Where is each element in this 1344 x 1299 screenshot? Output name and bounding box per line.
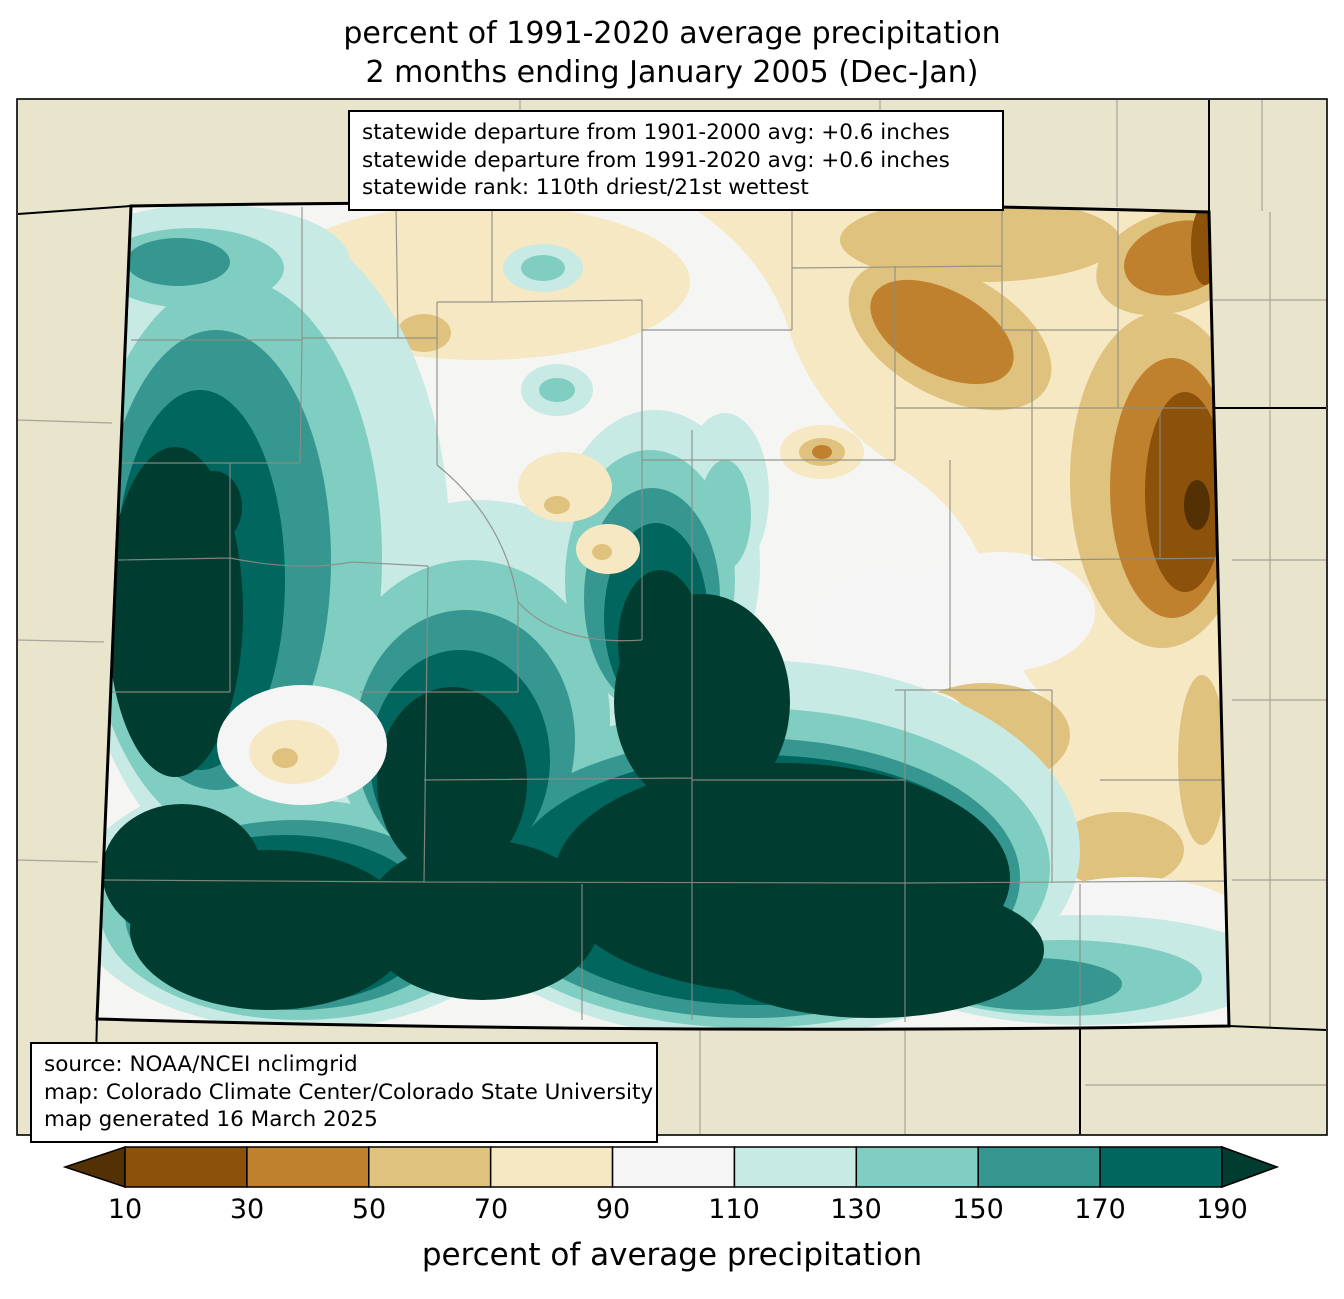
colorbar-segment [246,1146,370,1188]
county-lines [103,206,1227,1026]
stats-line-1: statewide departure from 1901-2000 avg: … [362,120,950,145]
colorbar-segment [611,1146,736,1188]
colorbar-tick-130: 130 [830,1194,882,1225]
contour-layer-center-pockets [217,425,864,805]
colorbar-segment [733,1146,858,1188]
stats-line-2: statewide departure from 1991-2020 avg: … [362,147,950,173]
colorbar-tick-30: 30 [229,1194,265,1225]
colorbar: 10 30 50 70 90 110 130 150 170 190 perce… [0,1141,1344,1299]
contour-layer-teal-darkest [102,447,1044,1018]
colorbar-segment [977,1146,1101,1188]
colorbar-segment [489,1146,614,1188]
colorbar-label: percent of average precipitation [421,1237,923,1273]
source-info-box: source: NOAA/NCEI nclimgrid map: Colorad… [30,1042,658,1143]
precip-contour-layers [97,202,1229,1030]
colorbar-arrow-right [1221,1145,1280,1189]
colorbar-tick-190: 190 [1196,1194,1248,1225]
contour-layer-darkest-brown [1184,480,1210,530]
colorbar-tick-150: 150 [952,1194,1004,1225]
colorbar-tick-90: 90 [595,1194,631,1225]
figure-title: percent of 1991-2020 average precipitati… [0,14,1344,92]
colorbar-tick-10: 10 [107,1194,143,1225]
stats-line-3: statewide rank: 110th driest/21st wettes… [362,175,809,200]
title-line-2: 2 months ending January 2005 (Dec-Jan) [365,55,979,90]
source-line-2: map: Colorado Climate Center/Colorado St… [44,1079,654,1105]
statewide-stats-box: statewide departure from 1901-2000 avg: … [348,110,1004,211]
title-line-1: percent of 1991-2020 average precipitati… [343,16,1001,51]
map-frame [16,98,1328,1136]
colorbar-segment [368,1146,492,1188]
colorbar-tick-50: 50 [351,1194,387,1225]
colorbar-arrow-left [62,1145,126,1189]
colorbar-segment [1099,1146,1223,1188]
colorbar-segment [124,1146,248,1188]
colorbar-ticks: 10 30 50 70 90 110 130 150 170 190 [0,1194,1344,1234]
colorbar-tick-170: 170 [1074,1194,1126,1225]
colorbar-tick-70: 70 [473,1194,509,1225]
source-line-3: map generated 16 March 2025 [44,1107,378,1132]
colorbar-tick-110: 110 [708,1194,760,1225]
source-line-1: source: NOAA/NCEI nclimgrid [44,1052,358,1077]
colorbar-svg [62,1145,1280,1189]
colorbar-segment [855,1146,979,1188]
